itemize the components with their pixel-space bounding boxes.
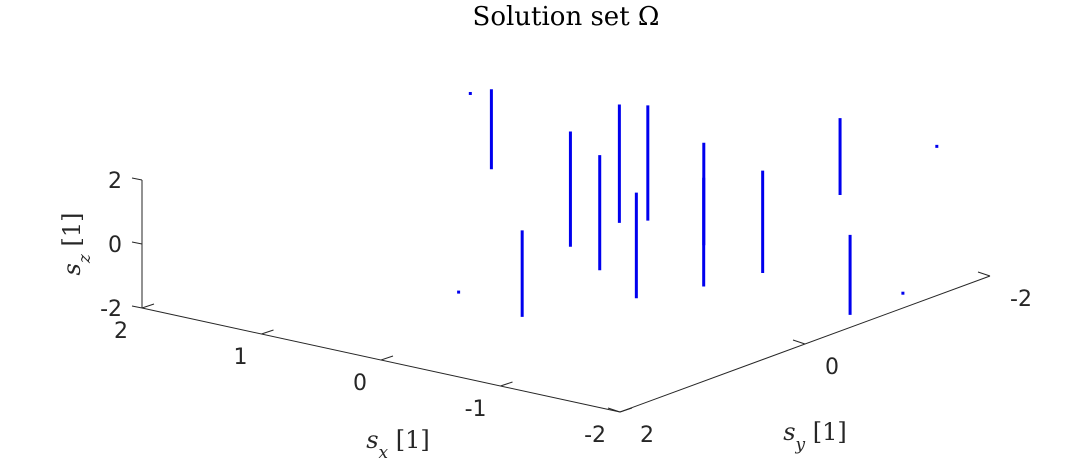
data-marks <box>457 89 939 317</box>
x-tick-label: -2 <box>584 423 606 448</box>
x-tick <box>380 355 394 361</box>
x-tick <box>261 329 274 335</box>
x-tick <box>500 381 513 387</box>
z-tick-label: 2 <box>108 169 122 194</box>
chart-title: Solution set Ω <box>473 2 660 32</box>
z-tick <box>131 305 143 309</box>
z-tick <box>131 241 143 245</box>
x-axis-label: sx [1] <box>366 426 430 461</box>
z-tick-label: 0 <box>108 233 122 258</box>
z-axis-label: sz [1] <box>58 213 95 276</box>
y-tick-label: 0 <box>825 355 839 380</box>
y-tick-label: 2 <box>640 423 654 448</box>
y-tick-label: -2 <box>1010 287 1032 312</box>
x-tick <box>619 407 633 413</box>
y-tick <box>607 407 621 413</box>
x-tick-label: 2 <box>114 319 128 344</box>
x-tick <box>141 303 155 309</box>
tick-labels: 210-1-2 20-220-2 <box>100 169 1032 448</box>
y-tick <box>977 271 991 277</box>
z-tick <box>131 177 143 181</box>
z-tick-label: -2 <box>100 297 122 322</box>
x-tick-label: 1 <box>234 345 248 370</box>
ticks <box>131 177 991 413</box>
y-tick <box>792 339 806 345</box>
x-tick-label: -1 <box>465 397 487 422</box>
axes <box>141 180 991 413</box>
y-axis-label: sy [1] <box>783 418 847 455</box>
x-tick-label: 0 <box>353 371 367 396</box>
